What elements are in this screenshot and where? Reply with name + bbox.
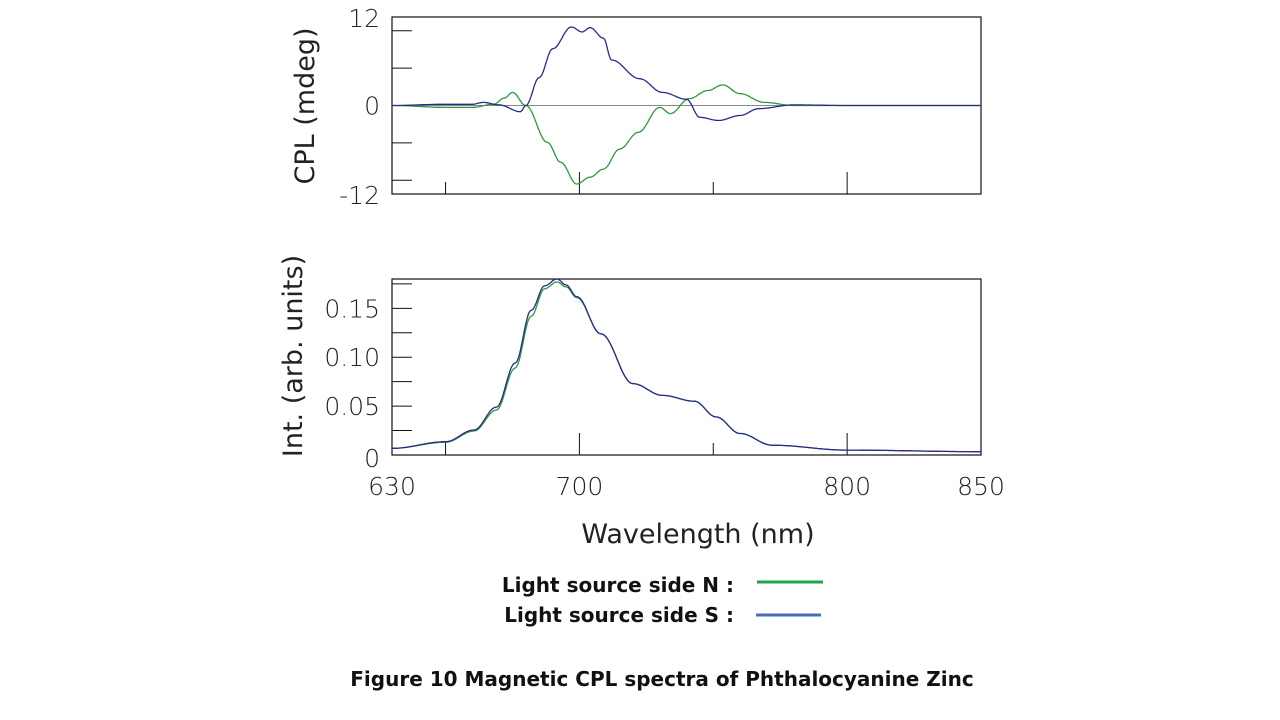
intensity-y-axis-label: Int. (arb. units)	[278, 255, 309, 457]
y-tick-label: 0.05	[324, 392, 380, 421]
y-tick-label: 0	[364, 92, 380, 121]
legend-label-s: Light source side S :	[504, 603, 734, 627]
intensity-plot: 0 0.05 0.10 0.15 630 700 800 850	[324, 278, 1005, 501]
x-axis-label: Wavelength (nm)	[581, 519, 814, 550]
x-tick-label: 850	[957, 472, 1005, 501]
x-tick-label: 700	[556, 472, 604, 501]
legend-label-n: Light source side N :	[502, 573, 734, 597]
legend: Light source side N : Light source side …	[502, 573, 823, 627]
series-line-light-source-side-s	[392, 26, 981, 122]
y-tick-label: 0	[364, 444, 380, 473]
y-tick-label: 0.15	[324, 294, 380, 323]
figure-caption: Figure 10 Magnetic CPL spectra of Phthal…	[350, 667, 973, 691]
y-tick-label: -12	[339, 181, 380, 210]
series-line-light-source-side-s	[391, 278, 981, 453]
plot-frame	[391, 278, 982, 456]
y-tick-label: 0.10	[324, 343, 380, 372]
x-tick-label: 800	[823, 472, 871, 501]
x-tick-label: 630	[368, 472, 416, 501]
y-tick-label: 12	[348, 4, 380, 33]
cpl-y-axis-label: CPL (mdeg)	[290, 27, 321, 184]
cpl-plot: 12 0 -12	[339, 4, 982, 210]
